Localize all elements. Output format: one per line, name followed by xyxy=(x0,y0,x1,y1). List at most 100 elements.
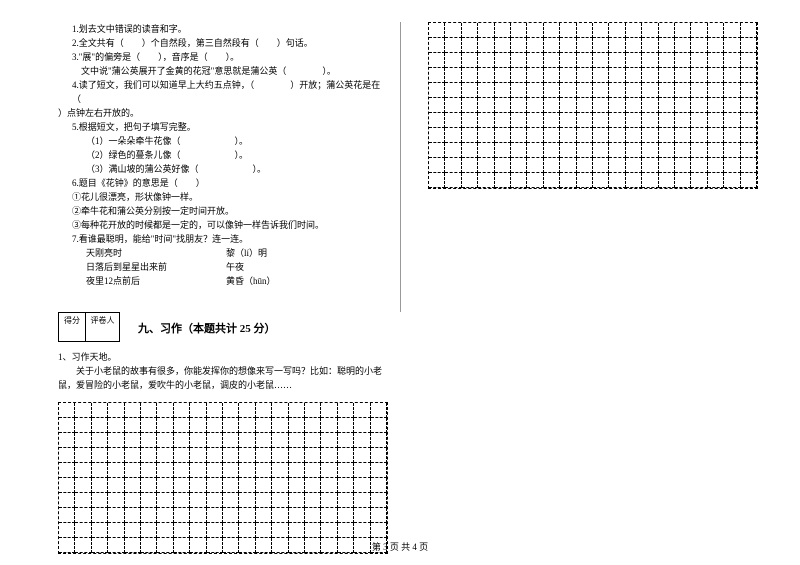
page-footer: 第 3 页 共 4 页 xyxy=(0,540,800,553)
grid-cell xyxy=(577,143,593,158)
grid-cell xyxy=(125,433,141,448)
grid-cell xyxy=(659,83,675,98)
grid-cell xyxy=(108,523,124,538)
grid-cell xyxy=(190,403,206,418)
grid-cell xyxy=(593,38,609,53)
grid-cell xyxy=(338,493,354,508)
grid-cell xyxy=(724,83,740,98)
grid-cell xyxy=(289,508,305,523)
grid-cell xyxy=(511,113,527,128)
grid-cell xyxy=(429,113,445,128)
right-column xyxy=(428,22,758,189)
grid-cell xyxy=(741,113,757,128)
grid-cell xyxy=(223,433,239,448)
grid-cell xyxy=(478,23,494,38)
grid-cell xyxy=(675,53,691,68)
grid-cell xyxy=(321,508,337,523)
grid-cell xyxy=(305,403,321,418)
grid-cell xyxy=(527,98,543,113)
q5-2: （2）绿色的蔓条儿像（ ）。 xyxy=(58,148,388,162)
grid-cell xyxy=(321,523,337,538)
grid-cell xyxy=(272,403,288,418)
grid-cell xyxy=(75,493,91,508)
grid-cell xyxy=(157,403,173,418)
grid-cell xyxy=(75,418,91,433)
grid-cell xyxy=(321,418,337,433)
grid-cell xyxy=(223,463,239,478)
grid-cell xyxy=(59,493,75,508)
grid-cell xyxy=(527,23,543,38)
grid-cell xyxy=(593,98,609,113)
grid-cell xyxy=(642,173,658,188)
grid-cell xyxy=(642,83,658,98)
grid-cell xyxy=(593,113,609,128)
grid-cell xyxy=(708,53,724,68)
grid-cell xyxy=(429,38,445,53)
grid-cell xyxy=(207,463,223,478)
grid-cell xyxy=(577,98,593,113)
grid-cell xyxy=(577,83,593,98)
grid-cell xyxy=(289,418,305,433)
grid-cell xyxy=(675,98,691,113)
grid-cell xyxy=(495,38,511,53)
grid-cell xyxy=(560,53,576,68)
grid-cell xyxy=(560,173,576,188)
grid-cell xyxy=(544,68,560,83)
grid-cell xyxy=(321,478,337,493)
grid-cell xyxy=(338,418,354,433)
grid-cell xyxy=(609,158,625,173)
grid-cell xyxy=(256,448,272,463)
grid-cell xyxy=(462,53,478,68)
grid-cell xyxy=(741,158,757,173)
grid-cell xyxy=(708,23,724,38)
grid-cell xyxy=(462,158,478,173)
pair3b: 黄昏（hūn） xyxy=(226,274,276,288)
grid-cell xyxy=(354,478,370,493)
grid-cell xyxy=(141,463,157,478)
grid-cell xyxy=(642,143,658,158)
grid-cell xyxy=(560,98,576,113)
grid-cell xyxy=(691,128,707,143)
grid-cell xyxy=(609,83,625,98)
grid-cell xyxy=(626,143,642,158)
grid-cell xyxy=(429,173,445,188)
grid-cell xyxy=(511,83,527,98)
grid-cell xyxy=(174,508,190,523)
grid-cell xyxy=(157,508,173,523)
pair1a: 天刚亮时 xyxy=(86,246,226,260)
grid-cell xyxy=(577,53,593,68)
grid-cell xyxy=(560,143,576,158)
grid-cell xyxy=(741,38,757,53)
grid-cell xyxy=(560,158,576,173)
grid-cell xyxy=(174,433,190,448)
grid-cell xyxy=(429,83,445,98)
q5-1: （1）一朵朵牵牛花像（ ）。 xyxy=(58,134,388,148)
grid-cell xyxy=(675,68,691,83)
q1: 1.划去文中错误的读音和字。 xyxy=(58,22,388,36)
grid-cell xyxy=(429,158,445,173)
grid-cell xyxy=(626,128,642,143)
grid-cell xyxy=(495,53,511,68)
grid-cell xyxy=(371,478,387,493)
q6: 6.题目《花钟》的意思是（ ） xyxy=(58,176,388,190)
grid-cell xyxy=(724,173,740,188)
grid-cell xyxy=(174,448,190,463)
grid-cell xyxy=(371,448,387,463)
writing-grid-right xyxy=(428,22,758,189)
grid-cell xyxy=(305,418,321,433)
grid-cell xyxy=(724,158,740,173)
grid-cell xyxy=(445,98,461,113)
grid-cell xyxy=(544,83,560,98)
grid-cell xyxy=(321,493,337,508)
grid-cell xyxy=(626,83,642,98)
grid-cell xyxy=(462,68,478,83)
grid-cell xyxy=(305,448,321,463)
grid-cell xyxy=(445,173,461,188)
grid-cell xyxy=(626,113,642,128)
grid-cell xyxy=(108,448,124,463)
grid-cell xyxy=(724,113,740,128)
grid-cell xyxy=(659,143,675,158)
grid-cell xyxy=(724,38,740,53)
grid-cell xyxy=(207,418,223,433)
grid-cell xyxy=(239,508,255,523)
